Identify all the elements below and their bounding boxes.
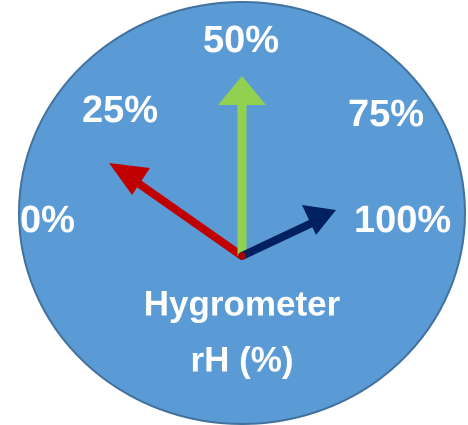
- needle-shaft: [240, 219, 314, 260]
- needle-navy: [240, 205, 336, 260]
- caption: rH (%): [190, 340, 293, 379]
- needle-green: [218, 76, 266, 256]
- needle-head: [302, 205, 336, 235]
- scale-label: 75%: [348, 93, 424, 135]
- scale-label: 0%: [20, 199, 75, 241]
- caption: Hygrometer: [144, 284, 341, 323]
- pivot: [238, 252, 246, 260]
- needle-red: [109, 163, 245, 260]
- needle-head: [109, 163, 150, 195]
- scale-label: 100%: [354, 199, 451, 241]
- scale-label: 50%: [203, 19, 279, 61]
- needle-head: [218, 76, 266, 105]
- scale-label: 25%: [82, 89, 158, 131]
- needle-shaft: [132, 177, 245, 260]
